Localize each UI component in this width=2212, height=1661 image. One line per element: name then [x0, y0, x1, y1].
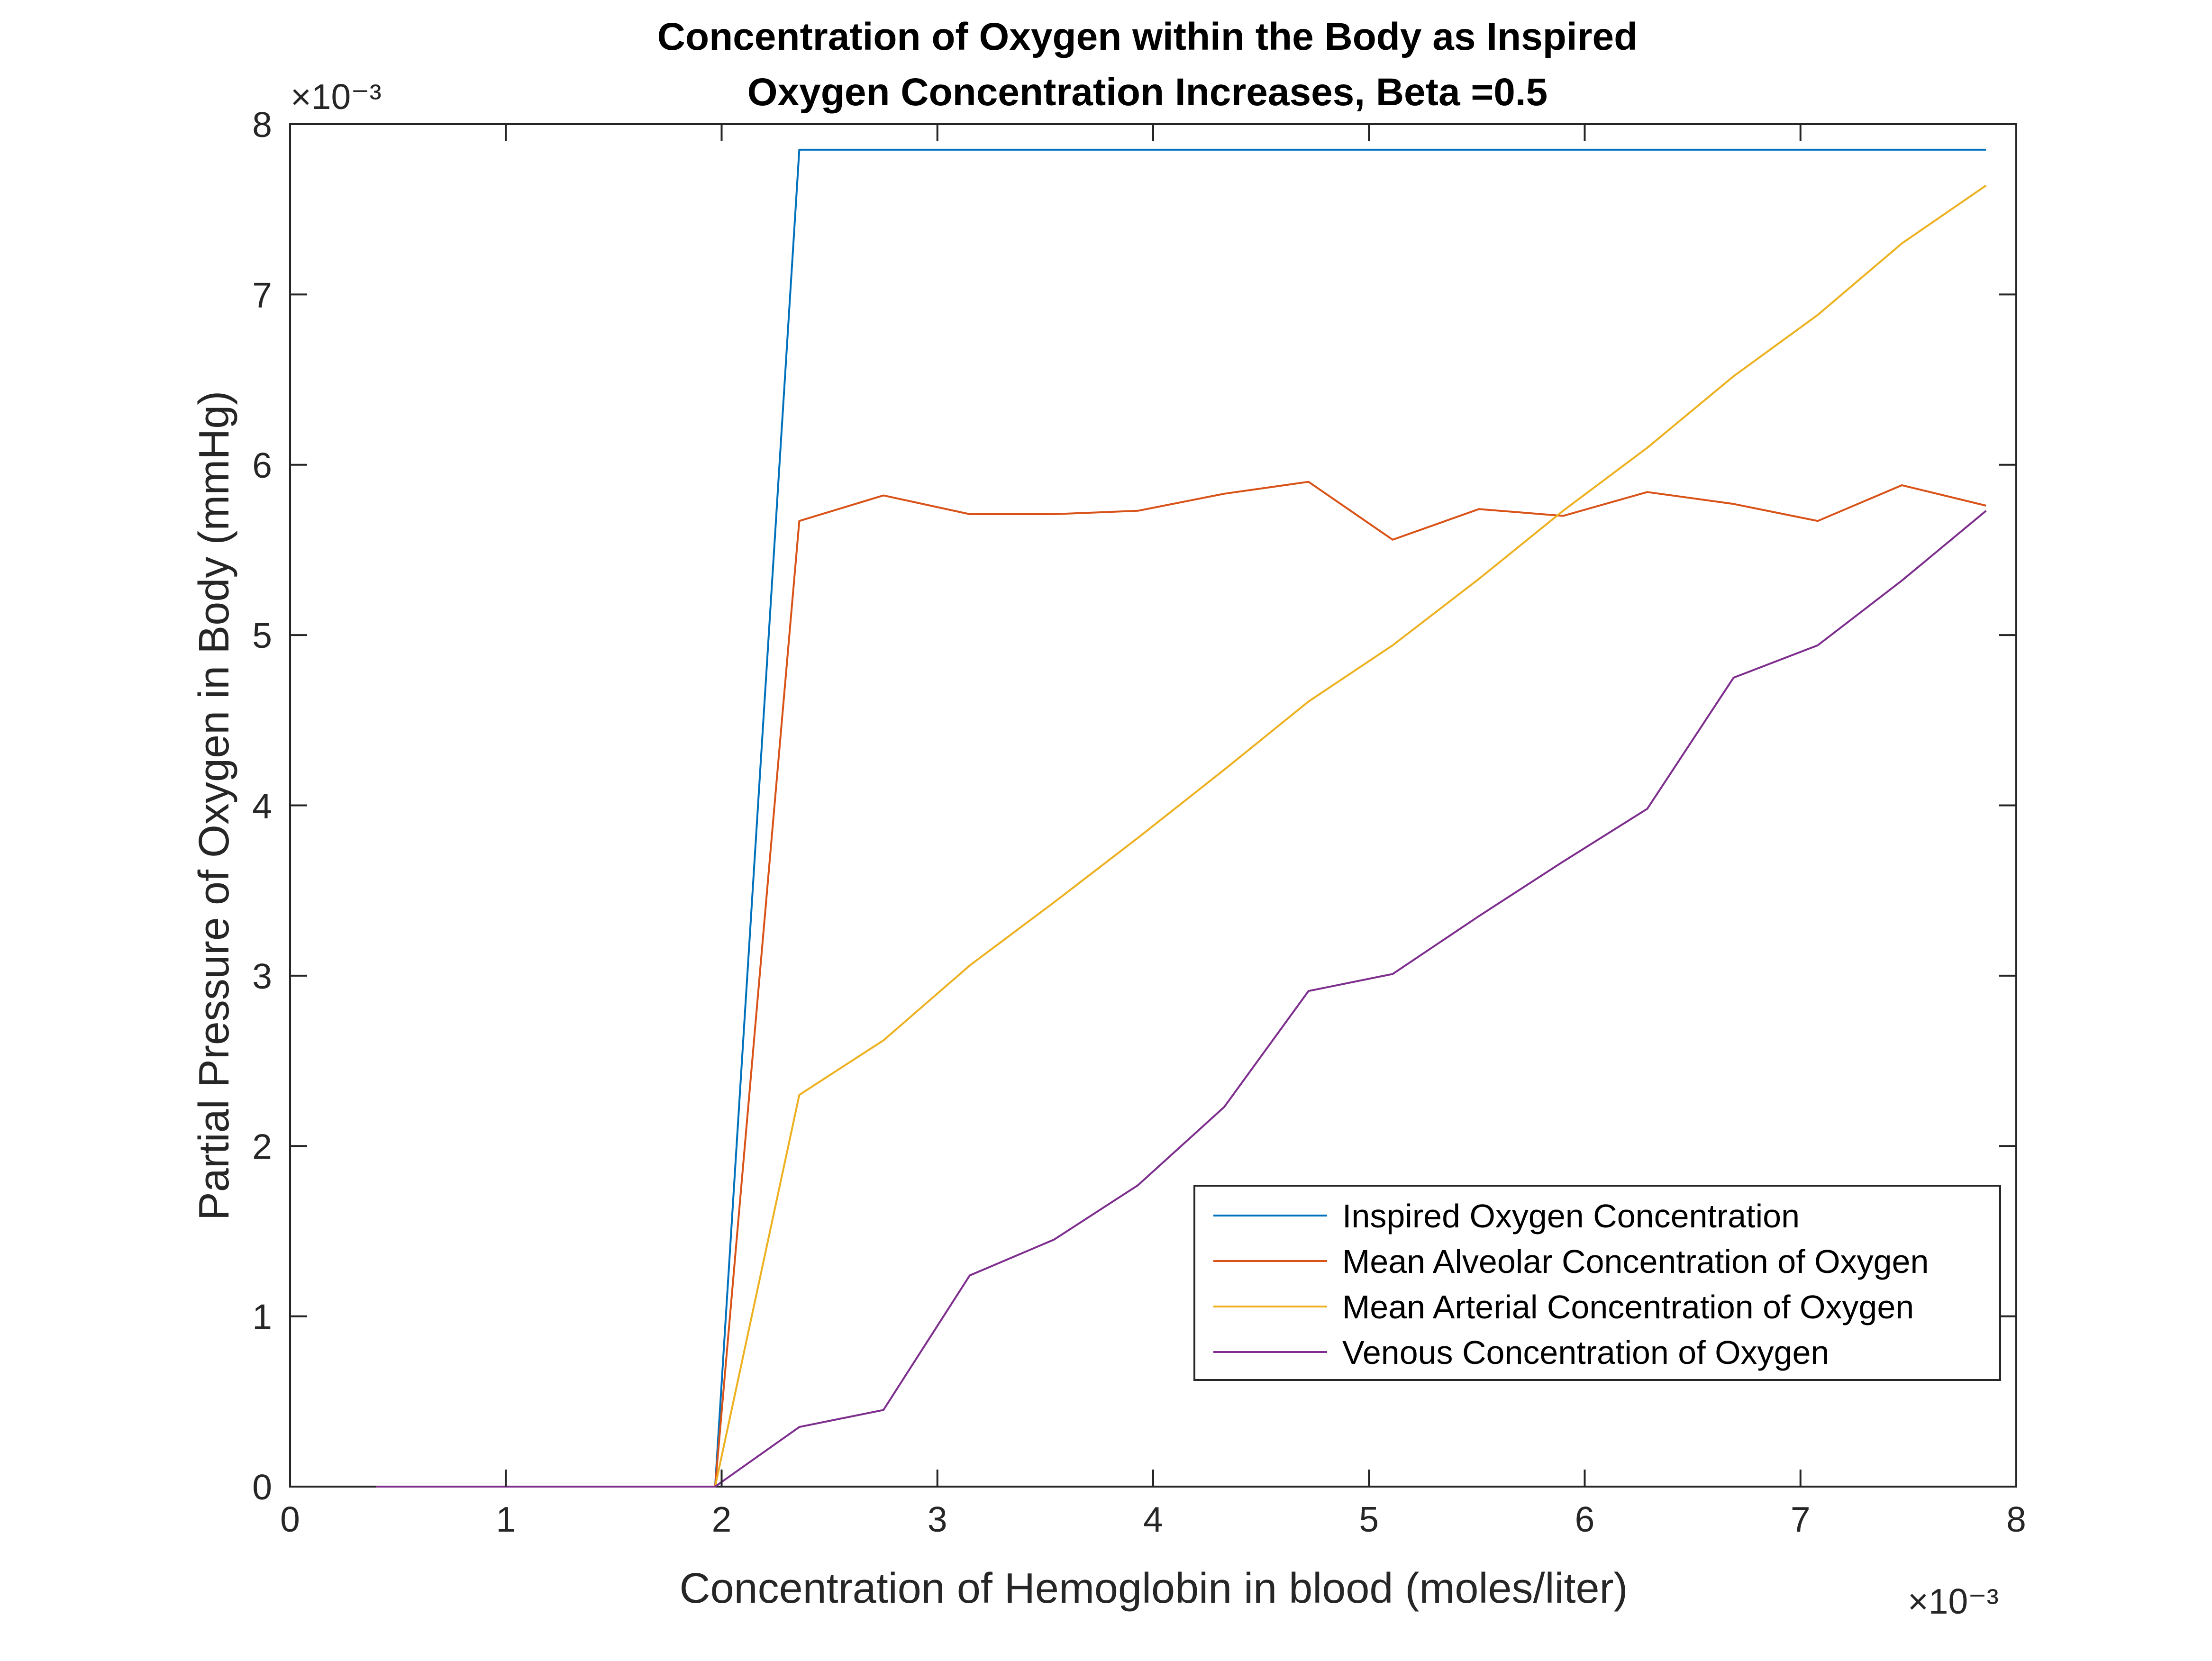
- series-layer: [376, 148, 1987, 1488]
- x-axis-label: Concentration of Hemoglobin in blood (mo…: [679, 1565, 1628, 1612]
- y-tick-label: 0: [252, 1467, 272, 1507]
- x-axis-exponent: ×10⁻³: [1908, 1581, 1999, 1621]
- y-tick-label: 7: [252, 275, 272, 315]
- tick-layer: 0 1 2 3 4 5 6 7 8 0 1 2 3 4 5 6 7 8: [252, 105, 2026, 1539]
- x-tick-label: 5: [1359, 1499, 1379, 1539]
- legend-label: Mean Arterial Concentration of Oxygen: [1342, 1289, 1914, 1325]
- y-tick-label: 2: [252, 1126, 272, 1166]
- y-tick-label: 8: [252, 105, 272, 145]
- x-tick-label: 8: [2006, 1499, 2026, 1539]
- plot-area: 0 1 2 3 4 5 6 7 8 0 1 2 3 4 5 6 7 8: [252, 105, 2026, 1539]
- legend-items: Inspired Oxygen Concentration Mean Alveol…: [1213, 1198, 1929, 1371]
- x-tick-label: 0: [280, 1499, 300, 1539]
- x-tick-label: 1: [496, 1499, 516, 1539]
- legend-label: Venous Concentration of Oxygen: [1342, 1334, 1829, 1371]
- x-tick-label: 3: [928, 1499, 947, 1539]
- y-tick-label: 6: [252, 445, 272, 485]
- chart-title-line-2: Oxygen Concentration Increases, Beta =0.…: [747, 71, 1548, 114]
- y-axis-exponent: ×10⁻³: [291, 77, 382, 117]
- x-tick-label: 2: [712, 1499, 732, 1539]
- legend-box: [1193, 1185, 2001, 1381]
- chart-title-line-1: Concentration of Oxygen within the Body …: [657, 15, 1638, 58]
- x-tick-label: 6: [1575, 1499, 1595, 1539]
- series-line-4: [376, 510, 1987, 1488]
- y-tick-label: 1: [252, 1297, 272, 1337]
- y-tick-label: 5: [252, 616, 272, 655]
- y-tick-label: 4: [252, 786, 272, 826]
- y-tick-label: 3: [252, 956, 272, 996]
- legend-label: Mean Alveolar Concentration of Oxygen: [1342, 1243, 1929, 1280]
- x-tick-label: 7: [1791, 1499, 1811, 1539]
- x-tick-label: 4: [1143, 1499, 1163, 1539]
- legend: Inspired Oxygen Concentration Mean Alveol…: [1193, 1185, 2001, 1381]
- y-axis-label: Partial Pressure of Oxygen in Body (mmHg…: [191, 391, 238, 1221]
- legend-label: Inspired Oxygen Concentration: [1342, 1198, 1800, 1234]
